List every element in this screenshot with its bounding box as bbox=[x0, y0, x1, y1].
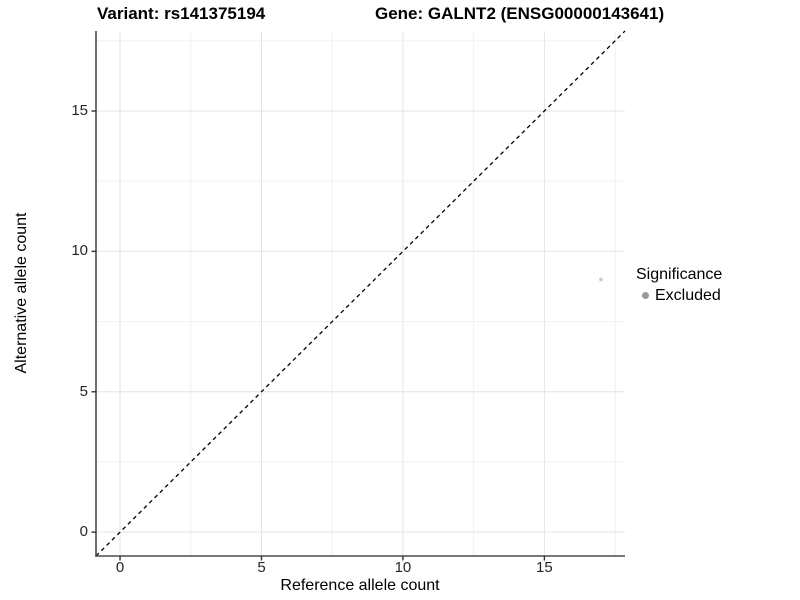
x-tick-label: 10 bbox=[394, 559, 412, 576]
x-tick-label: 5 bbox=[257, 559, 266, 576]
y-tick-label: 5 bbox=[79, 382, 88, 400]
y-tick-label: 10 bbox=[71, 242, 88, 260]
legend-marker-circle-icon bbox=[642, 292, 649, 299]
plot-title-gene: Gene: GALNT2 (ENSG00000143641) bbox=[375, 4, 665, 23]
plot-title-variant: Variant: rs141375194 bbox=[97, 4, 266, 23]
x-axis-title: Reference allele count bbox=[280, 577, 440, 594]
y-tick-label: 15 bbox=[71, 102, 88, 119]
y-axis-title: Alternative allele count bbox=[13, 212, 30, 374]
y-tick-label: 0 bbox=[79, 523, 88, 541]
x-tick-label: 0 bbox=[115, 559, 125, 576]
legend-title: Significance bbox=[636, 266, 723, 283]
data-point bbox=[599, 277, 603, 282]
legend-item-label: Excluded bbox=[655, 287, 721, 304]
identity-line-dashed bbox=[95, 30, 626, 557]
legend: Significance Excluded bbox=[636, 265, 722, 305]
x-tick-label: 15 bbox=[536, 559, 553, 576]
legend-item-excluded: Excluded bbox=[636, 286, 722, 305]
